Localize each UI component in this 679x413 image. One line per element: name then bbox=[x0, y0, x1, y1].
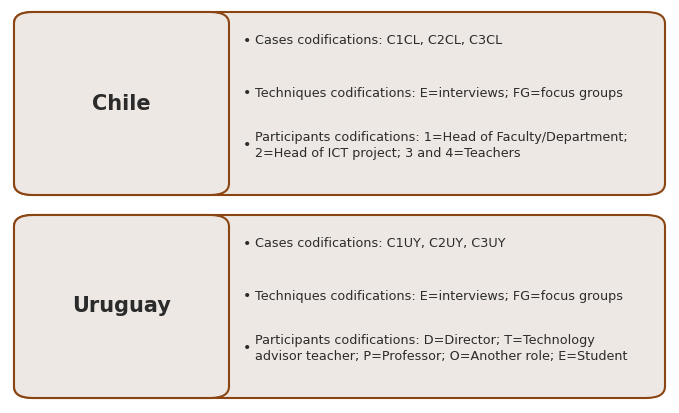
Text: Techniques codifications: E=interviews; FG=focus groups: Techniques codifications: E=interviews; … bbox=[255, 290, 623, 303]
Text: Participants codifications: D=Director; T=Technology
advisor teacher; P=Professo: Participants codifications: D=Director; … bbox=[255, 334, 627, 363]
Text: •: • bbox=[243, 341, 251, 355]
Text: •: • bbox=[243, 138, 251, 152]
Text: •: • bbox=[243, 34, 251, 48]
Text: •: • bbox=[243, 86, 251, 100]
Text: Participants codifications: 1=Head of Faculty/Department;
2=Head of ICT project;: Participants codifications: 1=Head of Fa… bbox=[255, 131, 628, 160]
Text: Techniques codifications: E=interviews; FG=focus groups: Techniques codifications: E=interviews; … bbox=[255, 87, 623, 100]
Text: Cases codifications: C1CL, C2CL, C3CL: Cases codifications: C1CL, C2CL, C3CL bbox=[255, 34, 502, 47]
FancyBboxPatch shape bbox=[14, 12, 665, 195]
Text: Uruguay: Uruguay bbox=[72, 297, 171, 316]
Text: Chile: Chile bbox=[92, 93, 151, 114]
FancyBboxPatch shape bbox=[14, 12, 229, 195]
FancyBboxPatch shape bbox=[14, 215, 665, 398]
FancyBboxPatch shape bbox=[14, 215, 229, 398]
Text: •: • bbox=[243, 237, 251, 251]
Text: Cases codifications: C1UY, C2UY, C3UY: Cases codifications: C1UY, C2UY, C3UY bbox=[255, 237, 505, 250]
Text: •: • bbox=[243, 289, 251, 303]
